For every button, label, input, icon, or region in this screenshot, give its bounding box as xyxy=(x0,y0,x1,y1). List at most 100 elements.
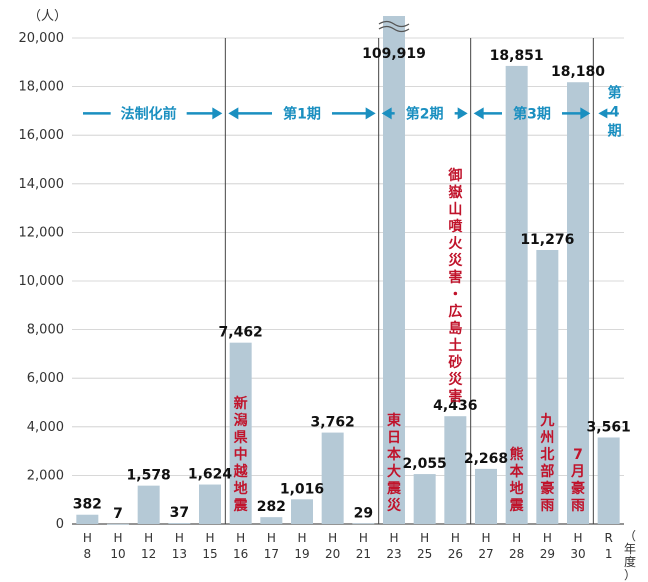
y-tick-label: 14,000 xyxy=(19,177,65,192)
x-year-label: 30 xyxy=(570,547,585,561)
period-arrow-head xyxy=(457,107,468,120)
x-era-label: H xyxy=(451,531,460,545)
bar xyxy=(536,249,559,524)
bar-value-label: 3,762 xyxy=(311,415,355,431)
bar-value-label: 3,561 xyxy=(587,419,631,435)
x-era-label: H xyxy=(328,531,337,545)
bar-value-label: 37 xyxy=(170,505,189,521)
x-era-label: H xyxy=(481,531,490,545)
y-tick-label: 10,000 xyxy=(19,274,65,289)
bar xyxy=(413,474,436,524)
bar-value-label: 2,055 xyxy=(403,456,447,472)
bar xyxy=(76,514,99,524)
x-era-label: H xyxy=(543,531,552,545)
y-grid: 0 2,000 4,000 6,000 8,000 10,000 12,000 14,000 1… xyxy=(19,31,624,532)
period-arrow-head xyxy=(473,107,484,120)
bar-value-label: 4,436 xyxy=(433,398,477,414)
bar-value-label: 7 xyxy=(113,506,123,522)
x-year-label: 29 xyxy=(540,547,555,561)
x-year-label: 16 xyxy=(233,547,248,561)
x-era-label: H xyxy=(297,531,306,545)
x-era-label: H xyxy=(512,531,521,545)
x-year-label: 28 xyxy=(509,547,524,561)
bar xyxy=(321,432,344,524)
bar-value-label: 7,462 xyxy=(219,325,263,341)
x-year-label: 25 xyxy=(417,547,432,561)
bar xyxy=(505,65,528,524)
bar xyxy=(352,523,375,525)
x-year-label: 26 xyxy=(448,547,463,561)
event-label: 九州北部豪雨 xyxy=(539,413,554,514)
x-year-label: 23 xyxy=(386,547,401,561)
y-tick-label: 2,000 xyxy=(27,468,64,483)
axis-break-mark xyxy=(378,20,410,28)
bar-value-labels: 382 7 1,578 37 1,624 7,462 282 1,016 3,762 29 109,… xyxy=(73,46,631,522)
x-year-label: 12 xyxy=(141,547,156,561)
event-label: 御嶽山噴火災害・広島土砂災害 xyxy=(447,167,463,405)
event-label: 7 月豪雨 xyxy=(570,447,585,514)
period-arrow-head xyxy=(381,107,392,120)
period-label: 法制化前 xyxy=(121,105,177,122)
x-era-label: H xyxy=(205,531,214,545)
bar-value-label: 29 xyxy=(354,505,373,521)
bar-value-label: 109,919 xyxy=(362,46,426,62)
x-year-label: 19 xyxy=(294,547,309,561)
x-era-label: H xyxy=(389,531,398,545)
x-year-label: 8 xyxy=(84,547,92,561)
x-unit-text: （年度） xyxy=(624,529,636,582)
bar xyxy=(137,485,160,524)
x-era-label: H xyxy=(113,531,122,545)
x-era-label: H xyxy=(267,531,276,545)
y-tick-label: 12,000 xyxy=(19,225,65,240)
x-era-label: H xyxy=(359,531,368,545)
bar-value-label: 282 xyxy=(257,499,286,515)
bar xyxy=(597,437,620,524)
event-label: 熊本地震 xyxy=(509,446,525,514)
x-year-label: 13 xyxy=(172,547,187,561)
x-era-label: H xyxy=(175,531,184,545)
x-era-label: H xyxy=(83,531,92,545)
y-tick-label: 6,000 xyxy=(27,371,64,386)
x-year-label: 15 xyxy=(202,547,217,561)
y-tick-label: 20,000 xyxy=(19,31,65,46)
period-arrow-head xyxy=(365,107,376,120)
bar xyxy=(475,468,497,524)
event-label: 新潟県中越地震 xyxy=(233,395,249,514)
bars xyxy=(76,16,620,525)
y-tick-label: 4,000 xyxy=(27,420,64,435)
period-dividers xyxy=(224,38,594,524)
period-label: 第3期 xyxy=(513,105,551,122)
event-label: 東日本大震災 xyxy=(386,412,402,514)
bar-value-label: 1,624 xyxy=(188,467,233,483)
period-arrow-head xyxy=(598,108,608,119)
x-era-label: H xyxy=(573,531,582,545)
bar-value-label: 11,276 xyxy=(520,232,574,248)
bar-value-label: 2,268 xyxy=(464,451,508,467)
x-unit-label: （年度） xyxy=(624,529,636,582)
bar xyxy=(444,416,467,524)
period-label: 第1期 xyxy=(283,105,321,122)
bar xyxy=(199,484,221,524)
x-axis: H 8 H 10 H 12 H 13 H 15 H 16 H 17 H 19 H 20 H 21 H 23 H 25 H 26 H 2… xyxy=(83,531,613,561)
y-tick-label: 18,000 xyxy=(19,80,65,95)
bar-value-label: 18,180 xyxy=(551,64,605,80)
bar xyxy=(260,517,283,524)
bar xyxy=(383,16,405,524)
bar-value-label: 382 xyxy=(73,497,102,513)
x-era-label: H xyxy=(236,531,245,545)
period-arrow-head xyxy=(228,107,239,120)
bar xyxy=(229,342,252,524)
period-arrow-head xyxy=(580,107,591,120)
bar xyxy=(107,523,129,525)
bar xyxy=(567,82,589,524)
x-era-label: H xyxy=(420,531,429,545)
bar-value-label: 18,851 xyxy=(490,48,544,64)
y-tick-label: 16,000 xyxy=(19,128,65,143)
x-year-label: 1 xyxy=(605,547,613,561)
x-year-label: 27 xyxy=(478,547,493,561)
bar-value-label: 1,016 xyxy=(280,481,324,497)
x-year-label: 21 xyxy=(356,547,371,561)
